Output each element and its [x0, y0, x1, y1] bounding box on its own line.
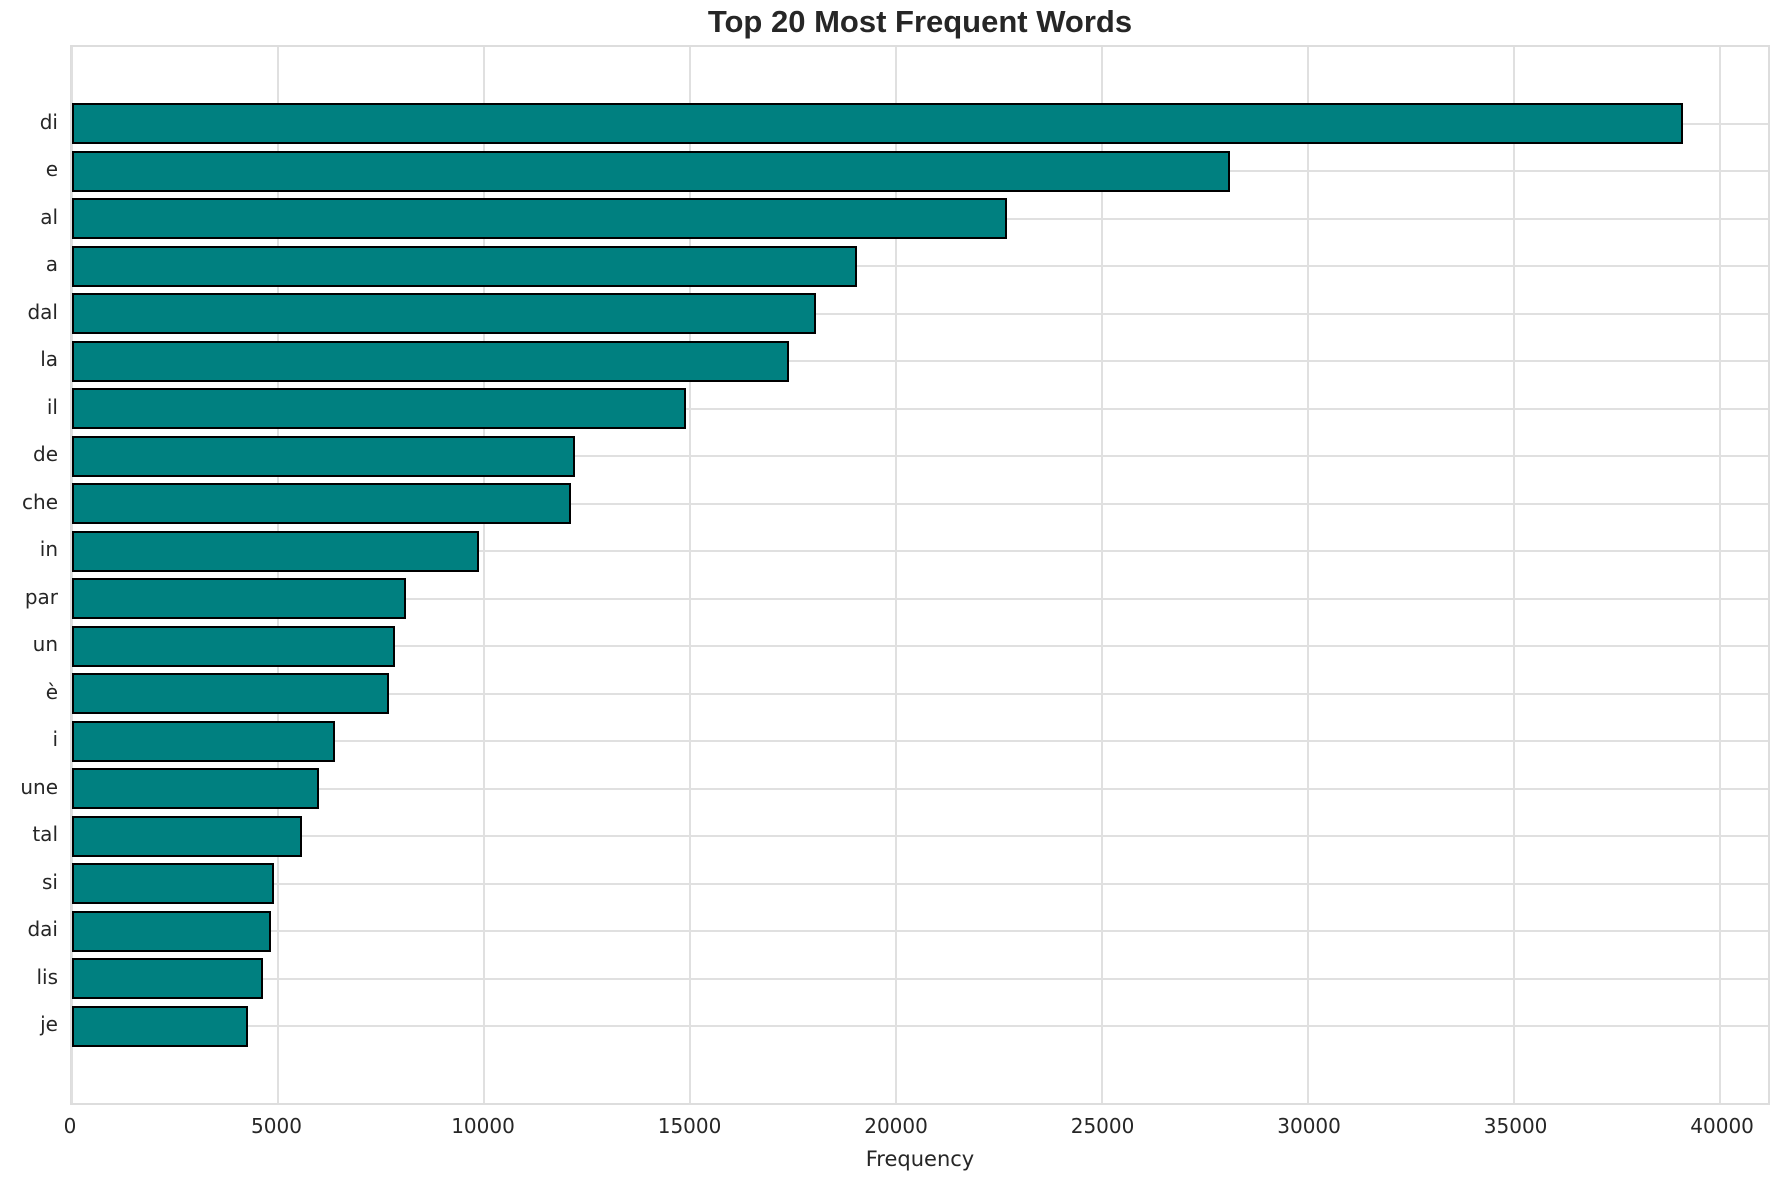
row-je — [72, 1003, 1768, 1051]
row-dal — [72, 290, 1768, 338]
gridline-y-il — [72, 407, 1768, 410]
gridline-y-un — [72, 645, 1768, 648]
gridline-y-che — [72, 502, 1768, 505]
y-tick-label-il: il — [46, 394, 58, 419]
gridline-y-è — [72, 692, 1768, 695]
gridline-x-20000 — [895, 47, 898, 1103]
bar-si — [72, 863, 274, 904]
bar-in — [72, 530, 480, 572]
bar-a — [72, 245, 857, 287]
bar-che — [72, 483, 571, 524]
bar-par — [72, 578, 407, 619]
y-tick-label-lis: lis — [36, 964, 58, 989]
x-axis-title: Frequency — [865, 1147, 975, 1171]
row-tal — [72, 813, 1768, 861]
y-tick-label-de: de — [33, 442, 58, 467]
x-tick-label-5000: 5000 — [251, 1114, 302, 1138]
gridline-y-dal — [72, 312, 1768, 315]
gridline-x-10000 — [483, 47, 486, 1103]
gridline-y-je — [72, 1025, 1768, 1028]
bar-je — [72, 1005, 248, 1047]
bar-de — [72, 435, 575, 477]
row-par — [72, 575, 1768, 623]
y-tick-label-par: par — [24, 584, 58, 609]
chart-title: Top 20 Most Frequent Words — [707, 4, 1133, 39]
bar-il — [72, 388, 686, 429]
y-tick-label-je: je — [40, 1012, 58, 1037]
bar-i — [72, 720, 336, 762]
y-tick-label-a: a — [45, 252, 58, 277]
y-tick-label-un: un — [32, 632, 58, 657]
row-il — [72, 385, 1768, 433]
row-de — [72, 433, 1768, 481]
y-tick-label-la: la — [40, 347, 58, 372]
y-tick-label-dal: dal — [27, 299, 58, 324]
row-lis — [72, 955, 1768, 1003]
x-tick-label-35000: 35000 — [1483, 1114, 1548, 1138]
x-tick-label-25000: 25000 — [1070, 1114, 1135, 1138]
gridline-x-5000 — [277, 47, 280, 1103]
bar-e — [72, 150, 1230, 192]
y-tick-label-i: i — [52, 727, 58, 752]
gridline-y-a — [72, 265, 1768, 268]
y-tick-label-e: e — [45, 157, 58, 182]
row-dai — [72, 908, 1768, 956]
row-a — [72, 243, 1768, 291]
x-tick-label-30000: 30000 — [1277, 1114, 1341, 1138]
row-è — [72, 670, 1768, 718]
row-e — [72, 148, 1768, 196]
bar-dal — [72, 293, 816, 334]
y-tick-label-in: in — [39, 537, 58, 562]
row-in — [72, 528, 1768, 576]
bar-dai — [72, 910, 272, 952]
bar-un — [72, 625, 396, 667]
y-tick-label-si: si — [42, 869, 58, 894]
x-tick-label-10000: 10000 — [451, 1114, 515, 1138]
bar-lis — [72, 958, 264, 999]
row-si — [72, 860, 1768, 908]
gridline-y-lis — [72, 977, 1768, 980]
gridline-x-0 — [71, 47, 73, 1103]
row-che — [72, 480, 1768, 528]
gridline-x-15000 — [689, 47, 692, 1103]
y-tick-label-è: è — [45, 679, 58, 704]
x-tick-label-40000: 40000 — [1690, 1114, 1754, 1138]
bar-è — [72, 673, 390, 714]
y-tick-label-une: une — [20, 774, 58, 799]
y-tick-label-tal: tal — [32, 822, 58, 847]
gridline-y-si — [72, 882, 1768, 885]
row-i — [72, 718, 1768, 766]
row-di — [72, 100, 1768, 148]
bar-al — [72, 198, 1008, 239]
gridline-x-35000 — [1513, 47, 1516, 1103]
y-tick-label-dai: dai — [27, 917, 58, 942]
y-tick-label-di: di — [39, 109, 58, 134]
row-une — [72, 765, 1768, 813]
gridline-y-une — [72, 787, 1768, 790]
bar-une — [72, 768, 319, 809]
y-tick-label-al: al — [40, 204, 58, 229]
x-tick-label-15000: 15000 — [657, 1114, 722, 1138]
bar-di — [72, 103, 1684, 144]
gridline-y-de — [72, 455, 1768, 458]
y-tick-label-che: che — [22, 489, 58, 514]
bar-la — [72, 340, 789, 382]
gridline-y-i — [72, 740, 1768, 743]
x-tick-label-0: 0 — [63, 1114, 77, 1138]
gridline-x-30000 — [1307, 47, 1310, 1103]
gridline-y-tal — [72, 835, 1768, 838]
gridline-y-par — [72, 597, 1768, 600]
row-un — [72, 623, 1768, 671]
plot-area — [70, 45, 1770, 1105]
gridline-y-in — [72, 550, 1768, 553]
bar-tal — [72, 815, 302, 857]
gridline-y-dai — [72, 930, 1768, 933]
gridline-y-la — [72, 360, 1768, 363]
row-la — [72, 338, 1768, 386]
x-tick-label-20000: 20000 — [864, 1114, 928, 1138]
gridline-x-25000 — [1101, 47, 1104, 1103]
row-al — [72, 195, 1768, 243]
gridline-x-40000 — [1719, 47, 1722, 1103]
